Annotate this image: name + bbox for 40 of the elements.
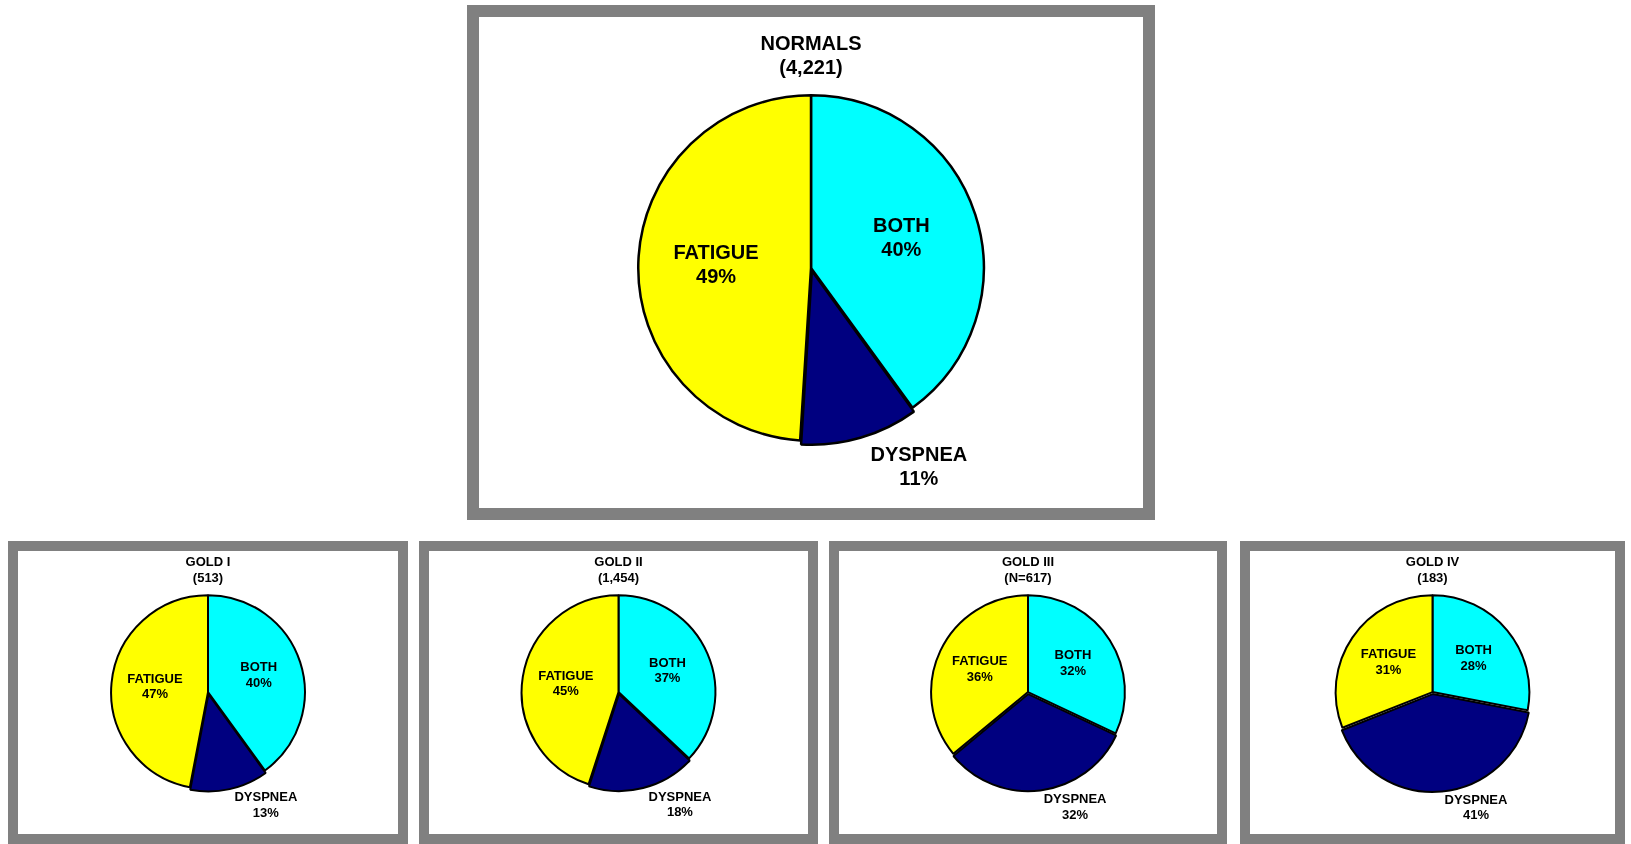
chart-title: GOLD IV (1405, 554, 1460, 570)
slice-label: BOTH (240, 659, 278, 675)
slice-label: DYSPNEA (1444, 791, 1508, 807)
slice-label: DYSPNEA (648, 788, 712, 804)
chart-subtitle: (513) (192, 569, 224, 585)
slice-label: BOTH (1054, 647, 1092, 663)
chart-title: GOLD III (1002, 554, 1054, 570)
chart-subtitle: (4,221) (779, 55, 843, 78)
data-label: 47% (141, 686, 169, 702)
data-label: 40% (881, 238, 922, 261)
slice-label: BOTH (873, 214, 930, 237)
chart-title: NORMALS (760, 31, 862, 54)
slice-label: BOTH (648, 654, 686, 670)
data-label: 31% (1375, 661, 1402, 677)
data-label: 13% (252, 804, 280, 820)
data-label: 49% (696, 264, 737, 287)
data-label: 40% (245, 675, 273, 691)
slice-label: FATIGUE (538, 667, 594, 683)
slice-label: DYSPNEA (870, 442, 968, 465)
chart-title: GOLD I (185, 554, 231, 570)
slice-label: DYSPNEA (234, 789, 298, 805)
data-label: 32% (1062, 806, 1089, 822)
data-label: 28% (1460, 657, 1488, 673)
chart-subtitle: (183) (1417, 569, 1448, 585)
chart-title: GOLD II (594, 554, 643, 570)
slice-label: FATIGUE (1360, 645, 1417, 661)
chart-subtitle: (1,454) (597, 569, 640, 585)
data-label: 37% (654, 670, 681, 686)
data-label: 18% (666, 804, 694, 820)
data-label: 41% (1462, 807, 1490, 823)
chart-subtitle: (N=617) (1004, 569, 1052, 585)
data-label: 11% (899, 466, 939, 489)
data-label: 45% (552, 683, 580, 699)
slice-label: FATIGUE (673, 240, 759, 263)
slice-label: FATIGUE (952, 653, 1008, 669)
slice-label: DYSPNEA (1043, 791, 1108, 807)
slice-label: FATIGUE (127, 670, 183, 686)
slice-label: BOTH (1455, 641, 1492, 657)
data-label: 36% (966, 668, 994, 684)
data-label: 32% (1059, 662, 1087, 678)
